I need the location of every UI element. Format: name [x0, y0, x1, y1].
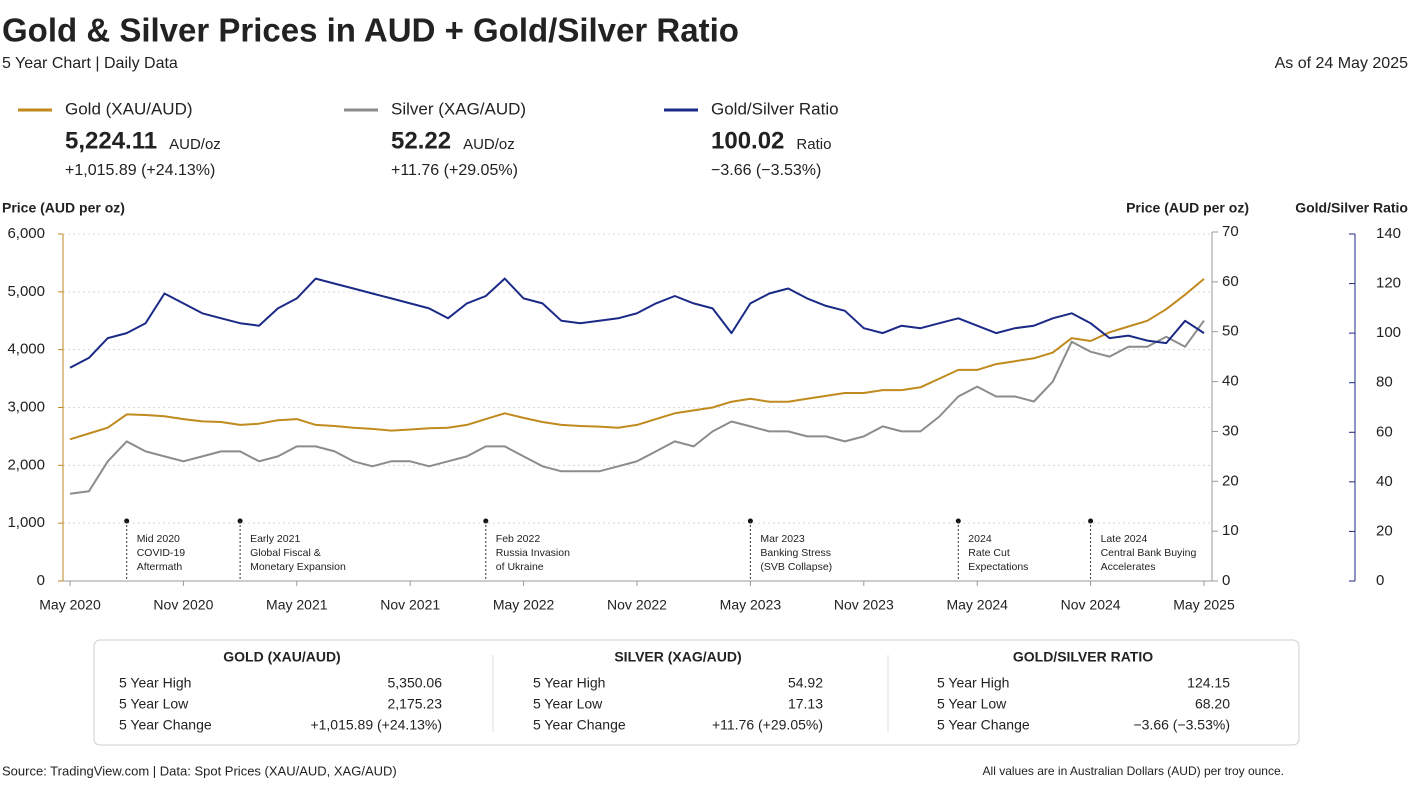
source: Source: TradingView.com | Data: Spot Pri…: [2, 763, 397, 778]
stats-title: SILVER (XAG/AUD): [614, 649, 741, 665]
annotation-text: COVID-19: [137, 547, 186, 559]
stats-value: +1,015.89 (+24.13%): [310, 717, 442, 733]
stats-value: 68.20: [1195, 696, 1230, 712]
x-tick-label: May 2024: [946, 597, 1008, 613]
stats-label: 5 Year High: [119, 675, 191, 691]
stats-label: 5 Year Low: [533, 696, 603, 712]
stats-label: 5 Year Low: [119, 696, 189, 712]
stats-value: 5,350.06: [388, 675, 443, 691]
annotation-text: of Ukraine: [496, 561, 544, 573]
annotation-text: Expectations: [968, 561, 1028, 573]
annotation-text: Banking Stress: [760, 547, 831, 559]
y2-tick-label: 60: [1222, 273, 1239, 290]
annotation-text: Accelerates: [1101, 561, 1156, 573]
y3-tick-label: 60: [1376, 423, 1393, 440]
stats-box: [93, 639, 1300, 746]
legend-name: Gold (XAU/AUD): [65, 99, 193, 118]
x-tick-label: Nov 2020: [153, 597, 213, 613]
annotation-text: Rate Cut: [968, 547, 1010, 559]
change: +1,015.89 (+24.13%): [65, 162, 215, 179]
note: All values are in Australian Dollars (AU…: [983, 764, 1284, 778]
y2-tick-label: 20: [1222, 472, 1239, 489]
y-tick-label: 6,000: [7, 225, 45, 242]
y3-tick-label: 80: [1376, 374, 1393, 391]
stats-label: 5 Year Low: [937, 696, 1007, 712]
stats-label: 5 Year Change: [533, 717, 626, 733]
unit: AUD/oz: [169, 136, 221, 153]
stats-label: 5 Year High: [937, 675, 1009, 691]
annotation-text: Aftermath: [137, 561, 183, 573]
stats-value: 2,175.23: [388, 696, 443, 712]
y3-axis-title: Gold/Silver Ratio: [1295, 200, 1408, 216]
series-line: [69, 278, 1205, 441]
y2-tick-label: 0: [1222, 572, 1230, 589]
y3-tick-label: 0: [1376, 572, 1384, 589]
y3-tick-label: 140: [1376, 225, 1401, 242]
y2-axis-title: Price (AUD per oz): [1126, 200, 1249, 216]
x-tick-label: May 2022: [493, 597, 555, 613]
as-of: As of 24 May 2025: [1275, 55, 1409, 72]
x-tick-label: Nov 2022: [607, 597, 667, 613]
annotation-text: Mar 2023: [760, 533, 805, 545]
x-tick-label: Nov 2024: [1061, 597, 1121, 613]
stats-label: 5 Year Change: [119, 717, 212, 733]
series-line: [69, 320, 1205, 495]
annotation-text: Monetary Expansion: [250, 561, 346, 573]
annotation-text: Global Fiscal &: [250, 547, 321, 559]
x-tick-label: May 2020: [39, 597, 101, 613]
legend-name: Silver (XAG/AUD): [391, 99, 526, 118]
stats-label: 5 Year Change: [937, 717, 1030, 733]
x-tick-label: May 2025: [1173, 597, 1235, 613]
y2-tick-label: 40: [1222, 373, 1239, 390]
legend-name: Gold/Silver Ratio: [711, 99, 839, 118]
annotation-text: Early 2021: [250, 533, 300, 545]
unit: Ratio: [796, 136, 831, 153]
annotation-text: Russia Invasion: [496, 547, 570, 559]
change: +11.76 (+29.05%): [391, 162, 518, 179]
stats-value: +11.76 (+29.05%): [712, 717, 823, 733]
annotation-text: (SVB Collapse): [760, 561, 832, 573]
stats-value: 17.13: [788, 696, 823, 712]
stats-label: 5 Year High: [533, 675, 605, 691]
price: 52.22: [391, 127, 451, 154]
stats-value: 124.15: [1187, 675, 1230, 691]
x-tick-label: May 2021: [266, 597, 328, 613]
y3-tick-label: 120: [1376, 275, 1401, 292]
y3-tick-label: 40: [1376, 473, 1393, 490]
stats-value: 54.92: [788, 675, 823, 691]
y-tick-label: 0: [37, 572, 45, 589]
y2-tick-label: 50: [1222, 323, 1239, 340]
annotation-text: Mid 2020: [137, 533, 180, 545]
change: −3.66 (−3.53%): [711, 162, 821, 179]
price: 100.02: [711, 127, 784, 154]
annotation-text: Late 2024: [1101, 533, 1148, 545]
annotation-text: Feb 2022: [496, 533, 541, 545]
annotation-text: Central Bank Buying: [1101, 547, 1197, 559]
x-tick-label: May 2023: [720, 597, 782, 613]
y3-tick-label: 20: [1376, 522, 1393, 539]
price: 5,224.11: [65, 127, 157, 154]
y-axis-title: Price (AUD per oz): [2, 200, 125, 216]
y2-tick-label: 70: [1222, 223, 1239, 240]
y2-tick-label: 30: [1222, 422, 1239, 439]
stats-value: −3.66 (−3.53%): [1133, 717, 1230, 733]
y2-tick-label: 10: [1222, 522, 1239, 539]
stats-title: GOLD/SILVER RATIO: [1013, 649, 1153, 665]
y-tick-label: 3,000: [7, 398, 45, 415]
y-tick-label: 1,000: [7, 514, 45, 531]
series-line: [69, 277, 1205, 369]
y-tick-label: 4,000: [7, 341, 45, 358]
y3-tick-label: 100: [1376, 324, 1401, 341]
y-tick-label: 5,000: [7, 283, 45, 300]
title: Gold & Silver Prices in AUD + Gold/Silve…: [2, 12, 739, 49]
x-tick-label: Nov 2021: [380, 597, 440, 613]
annotation-text: 2024: [968, 533, 992, 545]
x-tick-label: Nov 2023: [834, 597, 894, 613]
subtitle: 5 Year Chart | Daily Data: [2, 55, 178, 72]
unit: AUD/oz: [463, 136, 515, 153]
stats-title: GOLD (XAU/AUD): [223, 649, 340, 665]
y-tick-label: 2,000: [7, 456, 45, 473]
